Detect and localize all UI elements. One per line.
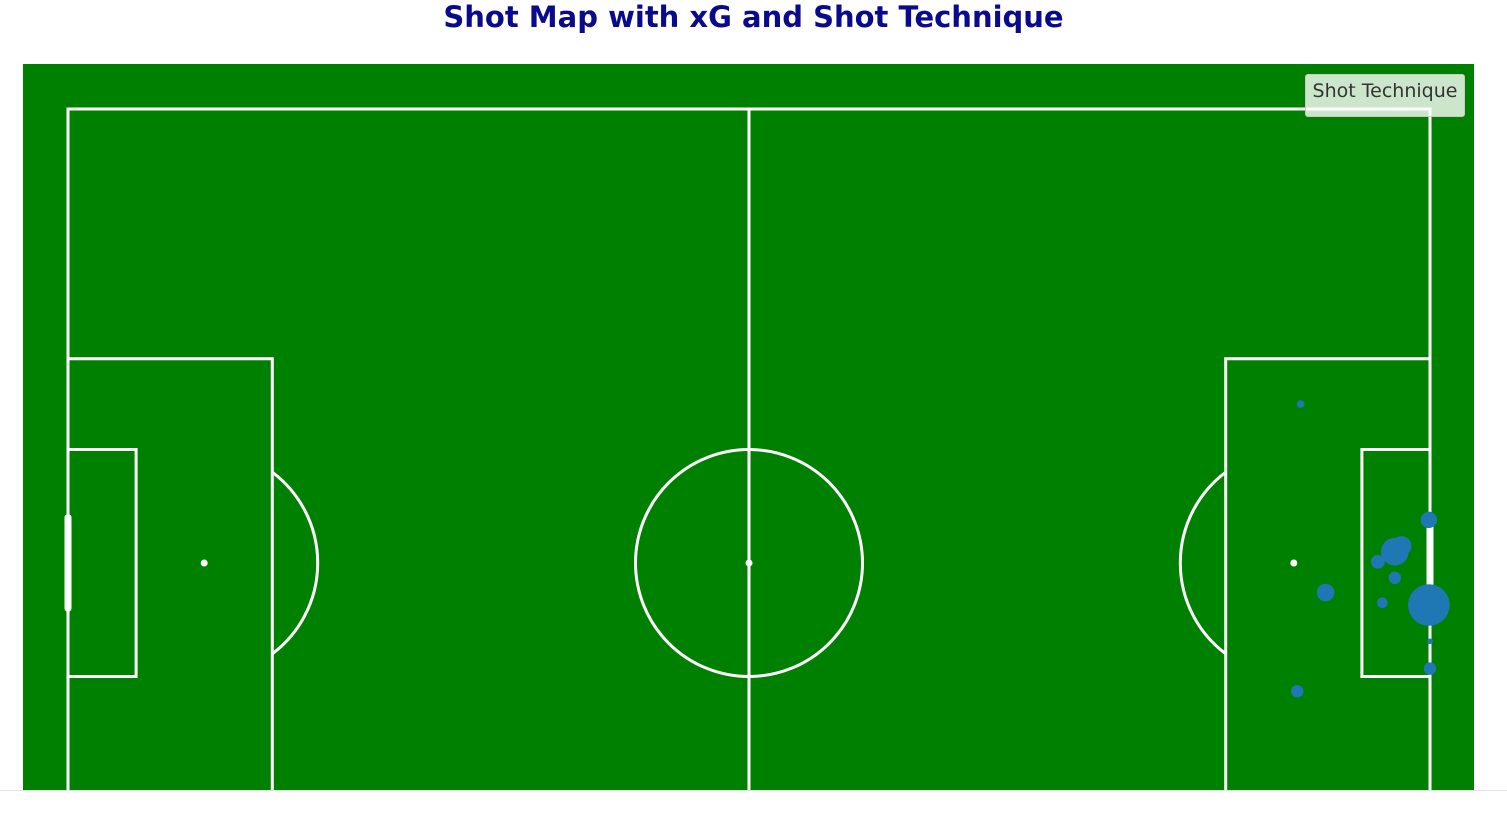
shot-marker xyxy=(1382,544,1401,564)
shot-marker xyxy=(1370,554,1385,569)
shot-marker xyxy=(1291,685,1304,698)
pitch-markings xyxy=(64,107,1434,790)
chart-title: Shot Map with xG and Shot Technique xyxy=(443,0,1064,34)
shot-markers xyxy=(1291,400,1450,698)
centre-spot xyxy=(745,559,753,567)
shot-marker xyxy=(1420,511,1438,529)
shot-marker xyxy=(1408,584,1450,626)
left-penalty-spot xyxy=(200,559,208,567)
shot-marker xyxy=(1376,597,1388,609)
right-penalty-area xyxy=(1224,357,1430,790)
shot-marker xyxy=(1388,571,1402,584)
right-six-yard-box xyxy=(1360,448,1430,678)
shot-marker xyxy=(1427,638,1433,645)
shot-marker xyxy=(1296,400,1305,408)
shot-map-plot xyxy=(23,64,1474,790)
left-penalty-area xyxy=(68,357,274,790)
right-penalty-arc xyxy=(1178,471,1227,655)
legend-title: Shot Technique xyxy=(1312,80,1458,102)
centre-circle xyxy=(634,448,864,678)
left-penalty-arc xyxy=(271,471,320,655)
left-six-yard-box xyxy=(68,448,138,678)
right-penalty-spot xyxy=(1290,559,1298,567)
figure-bottom-edge xyxy=(0,790,1507,791)
shot-marker xyxy=(1423,662,1437,675)
shot-marker xyxy=(1316,583,1335,602)
legend: Shot Technique xyxy=(1305,74,1465,117)
